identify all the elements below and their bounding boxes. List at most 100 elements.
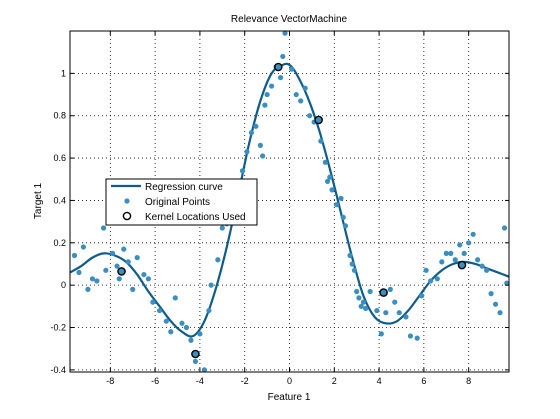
- original-point: [392, 299, 398, 305]
- original-point: [208, 282, 214, 288]
- original-point: [403, 314, 409, 320]
- original-point: [116, 276, 122, 282]
- original-point: [163, 318, 169, 324]
- original-point: [501, 225, 508, 231]
- grid-lines: [70, 31, 509, 372]
- original-point: [340, 214, 346, 220]
- original-point: [358, 303, 364, 309]
- original-point: [298, 98, 304, 104]
- original-point: [293, 91, 299, 98]
- original-point: [363, 305, 369, 312]
- original-point: [85, 286, 91, 292]
- original-point: [268, 83, 275, 89]
- original-point: [333, 202, 340, 208]
- y-tick-label: 1: [61, 68, 66, 78]
- original-point: [76, 269, 82, 276]
- y-tick-label: 0.8: [53, 111, 66, 121]
- original-point: [423, 267, 429, 273]
- original-point: [277, 74, 284, 81]
- legend-point-swatch: [124, 198, 130, 204]
- y-tick-label: -0.4: [50, 365, 66, 375]
- original-point: [466, 240, 472, 246]
- original-point: [324, 178, 331, 184]
- original-point: [206, 307, 212, 314]
- original-point: [125, 259, 131, 265]
- original-point: [434, 276, 440, 282]
- kernel-location-marker: [457, 260, 467, 270]
- original-point: [150, 299, 156, 305]
- original-point: [280, 53, 286, 60]
- original-point: [443, 250, 449, 256]
- kernel-location-marker: [274, 62, 283, 72]
- x-tick-label: 6: [421, 376, 426, 386]
- chart-title: Relevance VectorMachine: [231, 14, 348, 25]
- original-point: [302, 85, 308, 91]
- y-tick-label: 0.2: [53, 238, 66, 248]
- kernel-location-marker: [117, 267, 126, 276]
- original-point: [414, 335, 420, 341]
- original-point: [428, 278, 434, 284]
- original-point: [475, 257, 481, 263]
- kernel-location-marker: [379, 288, 388, 297]
- kernel-locations-layer: [117, 62, 467, 359]
- x-axis-ticks: -8 -6 -4 -2 0 2 4 6 8: [106, 31, 471, 386]
- x-tick-label: -4: [196, 376, 204, 386]
- original-point: [374, 307, 380, 314]
- legend-label-original: Original Points: [145, 197, 210, 208]
- legend: Regression curve Original Points Kernel …: [105, 178, 258, 226]
- x-tick-label: 2: [332, 376, 337, 386]
- legend-label-regression: Regression curve: [145, 182, 223, 193]
- original-point: [114, 263, 120, 269]
- original-point: [448, 250, 454, 256]
- original-point: [103, 267, 109, 273]
- original-point: [322, 159, 328, 165]
- x-tick-label: 8: [466, 376, 471, 386]
- original-point: [318, 138, 324, 144]
- original-point: [244, 149, 250, 155]
- original-point: [145, 276, 151, 282]
- original-point: [172, 295, 178, 301]
- y-tick-label: 0.4: [53, 195, 66, 205]
- original-point: [71, 252, 78, 259]
- original-point: [134, 255, 140, 261]
- original-point: [387, 286, 393, 292]
- original-point: [201, 367, 207, 373]
- original-point: [100, 225, 107, 231]
- x-tick-label: 0: [287, 376, 292, 386]
- original-point: [89, 276, 95, 282]
- original-point: [192, 358, 199, 365]
- original-point: [488, 291, 494, 297]
- y-tick-label: -0.2: [50, 323, 66, 333]
- kernel-location-marker: [314, 115, 323, 125]
- regression-curve-layer: [69, 62, 510, 338]
- original-point: [264, 91, 270, 98]
- y-axis-ticks: -0.4 -0.2 0 0.2 0.4 0.6 0.8 1: [50, 68, 509, 375]
- original-point: [497, 310, 503, 316]
- original-point: [156, 307, 163, 314]
- original-point: [470, 231, 476, 237]
- original-point: [188, 337, 194, 343]
- original-point: [419, 293, 425, 299]
- original-point: [327, 174, 333, 180]
- original-point: [367, 288, 373, 295]
- original-point: [141, 271, 147, 278]
- original-point: [342, 223, 349, 229]
- original-point: [349, 261, 355, 267]
- x-tick-label: -8: [106, 376, 114, 386]
- original-point: [407, 333, 414, 339]
- y-axis-label: Target 1: [33, 182, 44, 219]
- legend-kernel-swatch: [122, 211, 132, 221]
- x-tick-label: -6: [151, 376, 159, 386]
- original-point: [183, 324, 190, 331]
- original-point: [484, 267, 490, 273]
- legend-label-kernel: Kernel Locations Used: [145, 212, 246, 223]
- original-point: [239, 168, 246, 174]
- original-point: [179, 320, 185, 326]
- x-tick-label: 4: [377, 376, 382, 386]
- regression-curve: [69, 62, 510, 338]
- y-tick-label: 0: [61, 280, 66, 290]
- original-point: [347, 252, 353, 259]
- original-point: [130, 286, 136, 292]
- original-point: [378, 331, 384, 337]
- original-point: [479, 263, 485, 269]
